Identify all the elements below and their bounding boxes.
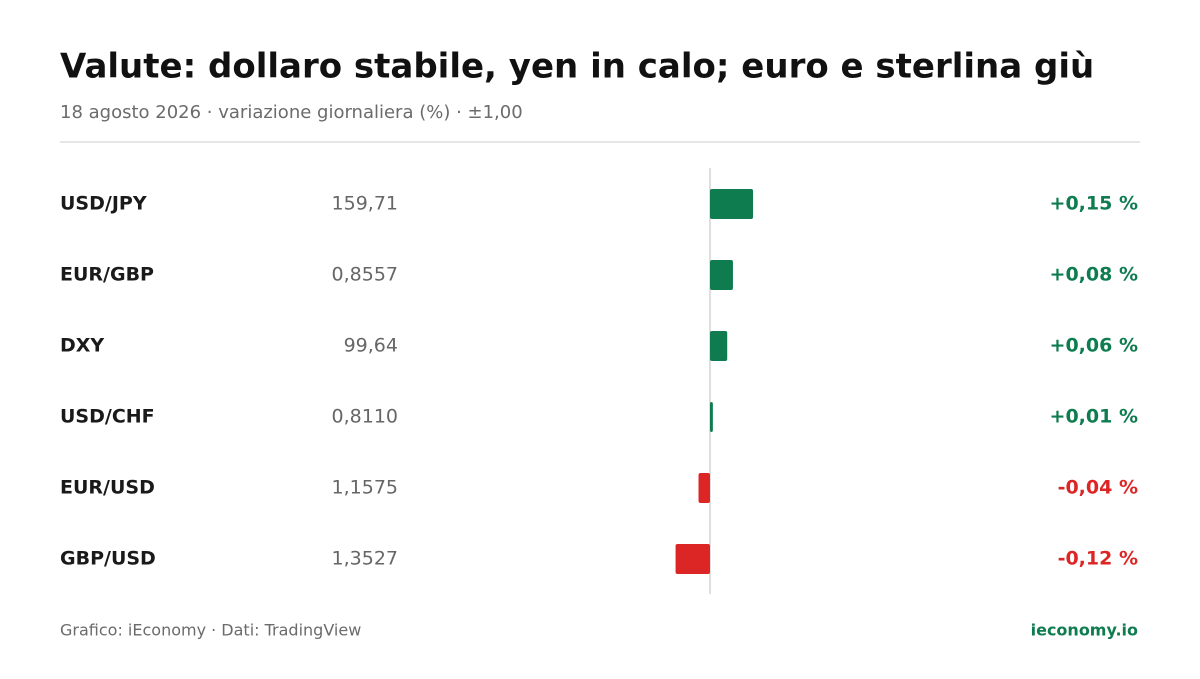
value-label: -0,04 %	[1058, 477, 1138, 499]
source-note: Grafico: iEconomy · Dati: TradingView	[60, 621, 361, 640]
category-label: GBP/USD	[60, 548, 156, 570]
price: 0,8110	[332, 406, 398, 428]
value-label: +0,15 %	[1050, 193, 1138, 215]
category-label: USD/CHF	[60, 406, 155, 428]
brand: ieconomy.io	[1031, 621, 1138, 640]
price: 1,3527	[332, 548, 398, 570]
bar	[675, 544, 710, 574]
price: 1,1575	[332, 477, 398, 499]
bar	[710, 260, 733, 290]
category-label: DXY	[60, 335, 104, 357]
bar	[710, 402, 713, 432]
bar	[698, 473, 710, 503]
bar	[710, 189, 754, 219]
chart-title: Valute: dollaro stabile, yen in calo; eu…	[60, 47, 1094, 87]
price: 99,64	[344, 335, 398, 357]
value-label: +0,06 %	[1050, 335, 1138, 357]
value-label: -0,12 %	[1058, 548, 1138, 570]
price: 159,71	[332, 193, 398, 215]
category-label: EUR/GBP	[60, 264, 154, 286]
category-label: EUR/USD	[60, 477, 155, 499]
category-label: USD/JPY	[60, 193, 147, 215]
value-label: +0,08 %	[1050, 264, 1138, 286]
chart-subtitle: 18 agosto 2026 · variazione giornaliera …	[60, 102, 523, 123]
price: 0,8557	[332, 264, 398, 286]
value-label: +0,01 %	[1050, 406, 1138, 428]
bar	[710, 331, 728, 361]
